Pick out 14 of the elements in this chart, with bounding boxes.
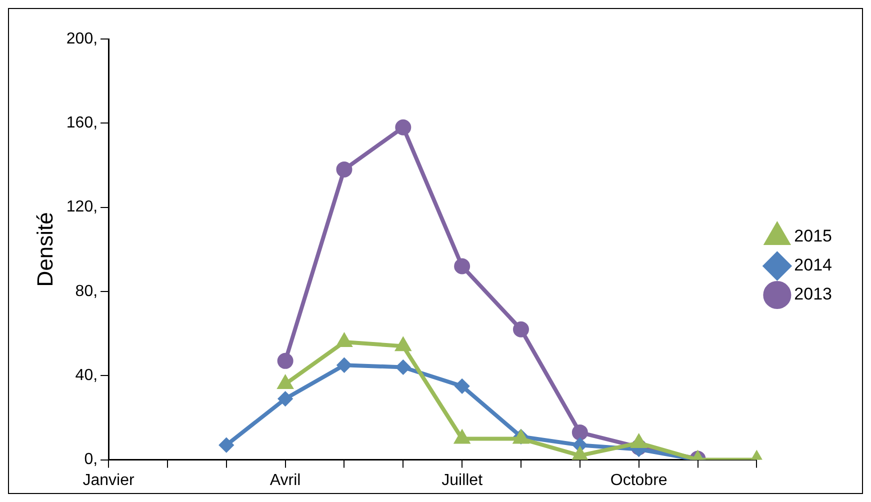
x-tick-label: Juillet bbox=[442, 472, 484, 489]
x-tick-label: Janvier bbox=[82, 472, 135, 489]
y-tick-label: 40, bbox=[75, 367, 98, 384]
y-tick-label: 160, bbox=[66, 114, 98, 132]
y-axis-title: Densité bbox=[32, 212, 58, 287]
y-tick-label: 120, bbox=[66, 198, 98, 216]
x-tick-label: Octobre bbox=[610, 472, 668, 489]
legend-label: 2014 bbox=[794, 256, 832, 275]
y-tick-label: 80, bbox=[75, 282, 98, 300]
y-tick-label: 0, bbox=[84, 451, 98, 468]
legend-label: 2015 bbox=[794, 226, 832, 246]
x-tick-label: Avril bbox=[270, 472, 301, 489]
y-tick-label: 200, bbox=[66, 30, 98, 48]
legend-label: 2013 bbox=[794, 284, 832, 304]
